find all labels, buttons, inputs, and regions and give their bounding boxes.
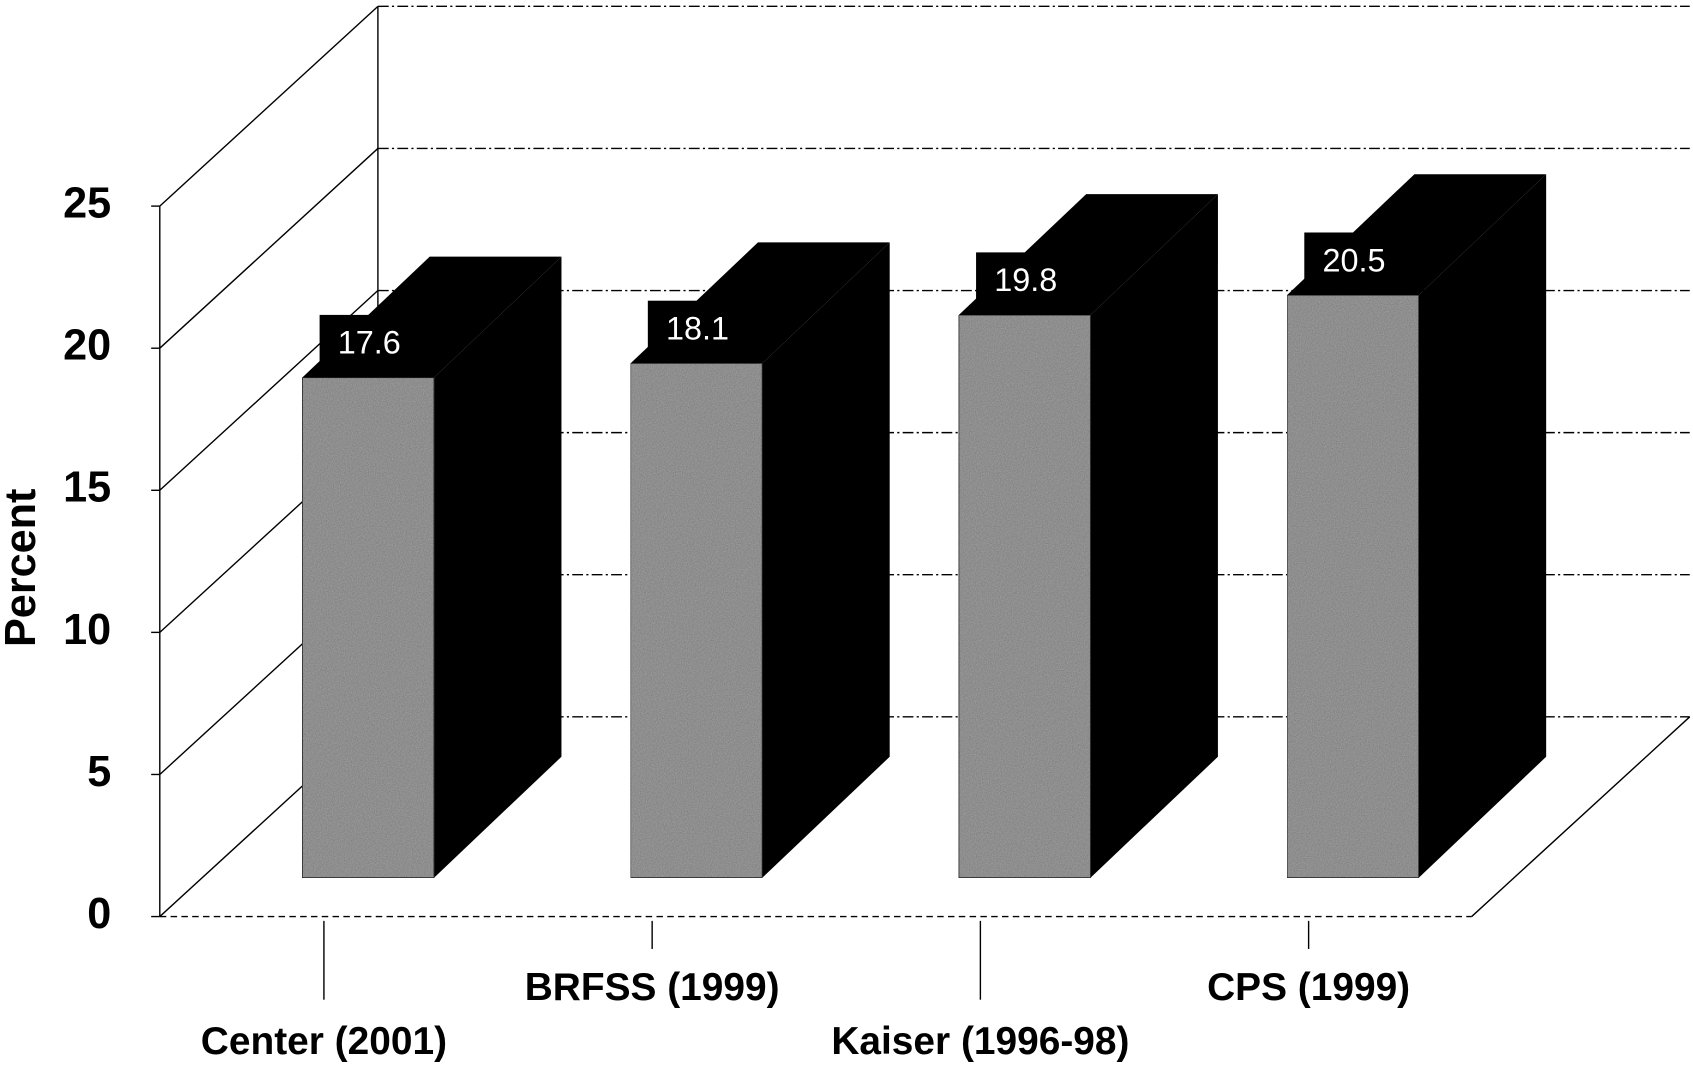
value-label: 18.1 — [666, 310, 729, 346]
value-label-box — [319, 314, 413, 369]
x-tick-label: Center (2001) — [201, 1020, 447, 1063]
value-label-box — [647, 300, 741, 355]
value-label: 17.6 — [338, 325, 401, 361]
value-label: 19.8 — [994, 262, 1057, 298]
bar — [630, 362, 763, 879]
value-label-box — [976, 252, 1069, 307]
value-label-box — [1304, 232, 1398, 287]
x-tick-label: BRFSS (1999) — [525, 966, 780, 1009]
grid-line-left-wall — [159, 5, 379, 207]
bar — [301, 376, 435, 879]
y-tick-label: 5 — [87, 748, 111, 796]
grid-line-left-wall — [159, 147, 379, 349]
bar-side — [434, 256, 562, 878]
x-tick-label: CPS (1999) — [1207, 966, 1410, 1009]
bar-side — [762, 242, 890, 878]
y-tick-label: 25 — [63, 180, 111, 228]
y-axis-title: Percent — [0, 489, 45, 647]
bar-side — [1418, 174, 1547, 878]
bar — [1286, 294, 1420, 879]
x-tick-label: Kaiser (1996-98) — [831, 1020, 1129, 1063]
bar-side — [1090, 194, 1218, 878]
y-tick-label: 15 — [63, 464, 111, 512]
y-tick-label: 20 — [63, 322, 111, 370]
bar — [958, 314, 1092, 879]
floor-right-edge — [1471, 716, 1691, 918]
value-label: 20.5 — [1322, 242, 1385, 278]
y-tick-label: 10 — [63, 606, 111, 654]
y-tick-label: 0 — [87, 890, 111, 938]
